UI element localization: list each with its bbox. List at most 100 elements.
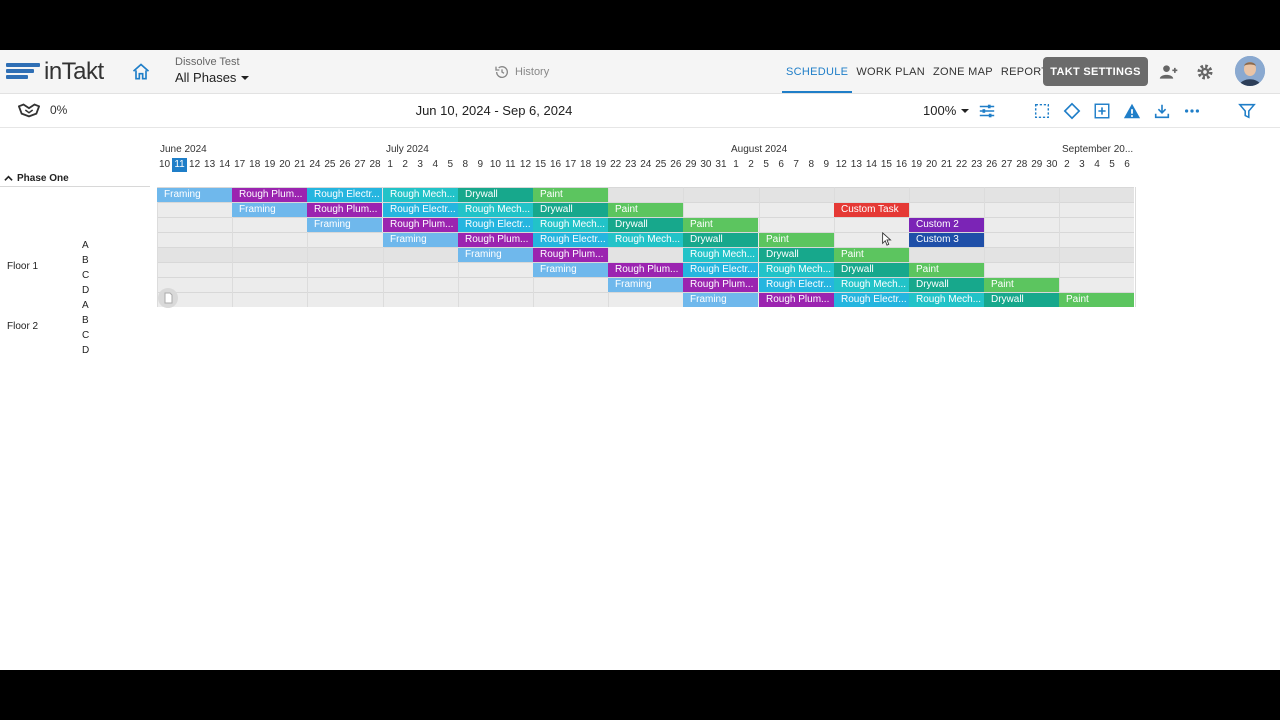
day-label: 2 bbox=[1064, 159, 1070, 170]
history-icon bbox=[495, 66, 508, 78]
schedule-grid[interactable]: Framing Rough Plum... Rough Electr... Rough… bbox=[157, 187, 1136, 307]
task-bar-mechanical[interactable]: Rough Mech... bbox=[533, 217, 608, 232]
task-bar-framing[interactable]: Framing bbox=[608, 277, 683, 292]
grid-week-line bbox=[533, 187, 534, 307]
task-bar-drywall[interactable]: Drywall bbox=[533, 202, 608, 217]
day-label: 4 bbox=[1094, 159, 1100, 170]
task-bar-mechanical[interactable]: Rough Mech... bbox=[458, 202, 533, 217]
task-bar-framing[interactable]: Framing bbox=[383, 232, 458, 247]
add-user-icon[interactable] bbox=[1159, 62, 1179, 82]
task-bar-framing[interactable]: Framing bbox=[157, 187, 232, 202]
warning-icon[interactable] bbox=[1123, 102, 1141, 120]
task-bar-framing[interactable]: Framing bbox=[232, 202, 307, 217]
task-bar-drywall[interactable]: Drywall bbox=[909, 277, 984, 292]
task-bar-drywall[interactable]: Drywall bbox=[834, 262, 909, 277]
task-bar-framing[interactable]: Framing bbox=[307, 217, 382, 232]
day-label: 27 bbox=[1001, 159, 1013, 170]
tab-work-plan[interactable]: WORK PLAN bbox=[856, 66, 926, 78]
task-bar-plumbing[interactable]: Rough Plum... bbox=[759, 292, 834, 307]
day-label: 15 bbox=[880, 159, 892, 170]
tab-reports[interactable]: REPORTS bbox=[1000, 66, 1056, 78]
task-bar-plumbing[interactable]: Rough Plum... bbox=[458, 232, 533, 247]
task-bar-drywall[interactable]: Drywall bbox=[458, 187, 533, 202]
intakt-logo[interactable]: inTakt bbox=[6, 58, 104, 86]
floor-2-label[interactable]: Floor 2 bbox=[7, 321, 39, 332]
tab-schedule[interactable]: SCHEDULE bbox=[782, 50, 853, 93]
task-bar-paint[interactable]: Paint bbox=[834, 247, 909, 262]
task-bar-paint[interactable]: Paint bbox=[1059, 292, 1134, 307]
task-bar-plumbing[interactable]: Rough Plum... bbox=[683, 277, 758, 292]
filter-icon[interactable] bbox=[1238, 102, 1256, 120]
task-bar-custom-task[interactable]: Custom Task bbox=[834, 202, 909, 217]
phase-dropdown[interactable]: All Phases bbox=[175, 70, 250, 85]
task-bar-plumbing[interactable]: Rough Plum... bbox=[608, 262, 683, 277]
task-bar-plumbing[interactable]: Rough Plum... bbox=[533, 247, 608, 262]
task-bar-electrical[interactable]: Rough Electr... bbox=[458, 217, 533, 232]
task-bar-custom-2[interactable]: Custom 2 bbox=[909, 217, 984, 232]
day-label: 22 bbox=[956, 159, 968, 170]
task-bar-drywall[interactable]: Drywall bbox=[984, 292, 1059, 307]
date-range[interactable]: Jun 10, 2024 - Sep 6, 2024 bbox=[415, 103, 573, 118]
day-label: 10 bbox=[489, 159, 501, 170]
task-bar-electrical[interactable]: Rough Electr... bbox=[307, 187, 382, 202]
day-label: 30 bbox=[700, 159, 712, 170]
floor-1-label[interactable]: Floor 1 bbox=[7, 261, 39, 272]
task-bar-plumbing[interactable]: Rough Plum... bbox=[232, 187, 307, 202]
task-bar-mechanical[interactable]: Rough Mech... bbox=[909, 292, 984, 307]
task-bar-electrical[interactable]: Rough Electr... bbox=[383, 202, 458, 217]
grid-week-line bbox=[1135, 187, 1136, 307]
task-bar-paint[interactable]: Paint bbox=[608, 202, 683, 217]
history-button[interactable]: History bbox=[494, 64, 549, 80]
task-bar-custom-3[interactable]: Custom 3 bbox=[909, 232, 984, 247]
task-bar-paint[interactable]: Paint bbox=[759, 232, 834, 247]
task-bar-mechanical[interactable]: Rough Mech... bbox=[683, 247, 758, 262]
home-icon[interactable] bbox=[131, 62, 151, 82]
task-bar-electrical[interactable]: Rough Electr... bbox=[683, 262, 758, 277]
grid-row-line bbox=[157, 247, 1134, 248]
document-icon[interactable] bbox=[158, 288, 178, 308]
zoom-dropdown[interactable]: 100% bbox=[923, 103, 970, 118]
task-bar-mechanical[interactable]: Rough Mech... bbox=[759, 262, 834, 277]
task-bar-framing[interactable]: Framing bbox=[533, 262, 608, 277]
grid-week-line bbox=[909, 187, 910, 307]
task-bar-electrical[interactable]: Rough Electr... bbox=[759, 277, 834, 292]
day-label: 20 bbox=[279, 159, 291, 170]
day-label: 21 bbox=[941, 159, 953, 170]
day-label: 2 bbox=[748, 159, 754, 170]
more-options-icon[interactable] bbox=[1183, 102, 1201, 120]
task-bar-mechanical[interactable]: Rough Mech... bbox=[383, 187, 458, 202]
day-label: 28 bbox=[369, 159, 381, 170]
task-bar-drywall[interactable]: Drywall bbox=[759, 247, 834, 262]
day-label: 20 bbox=[925, 159, 938, 170]
task-bar-plumbing[interactable]: Rough Plum... bbox=[307, 202, 382, 217]
task-bar-paint[interactable]: Paint bbox=[984, 277, 1059, 292]
task-bar-electrical[interactable]: Rough Electr... bbox=[834, 292, 909, 307]
task-bar-drywall[interactable]: Drywall bbox=[608, 217, 683, 232]
task-bar-paint[interactable]: Paint bbox=[533, 187, 608, 202]
phase-toggle[interactable]: Phase One bbox=[4, 171, 69, 186]
task-bar-drywall[interactable]: Drywall bbox=[683, 232, 758, 247]
milestone-diamond-icon[interactable] bbox=[1063, 102, 1081, 120]
task-bar-mechanical[interactable]: Rough Mech... bbox=[608, 232, 683, 247]
zone-label: A bbox=[82, 300, 89, 311]
location-panel: Phase One Floor 1 Floor 2 A B C D A B C … bbox=[0, 171, 150, 356]
day-label: 15 bbox=[534, 159, 547, 170]
takt-settings-button[interactable]: TAKT SETTINGS bbox=[1043, 57, 1148, 86]
day-label: 22 bbox=[610, 159, 622, 170]
select-area-icon[interactable] bbox=[1033, 102, 1051, 120]
gear-icon[interactable] bbox=[1195, 62, 1215, 82]
sliders-icon[interactable] bbox=[978, 102, 996, 120]
download-icon[interactable] bbox=[1153, 102, 1171, 120]
tab-zone-map[interactable]: ZONE MAP bbox=[933, 66, 993, 78]
task-bar-paint[interactable]: Paint bbox=[683, 217, 758, 232]
task-bar-paint[interactable]: Paint bbox=[909, 262, 984, 277]
task-bar-mechanical[interactable]: Rough Mech... bbox=[834, 277, 909, 292]
add-box-icon[interactable] bbox=[1093, 102, 1111, 120]
day-label: 11 bbox=[505, 159, 516, 170]
task-bar-framing[interactable]: Framing bbox=[458, 247, 533, 262]
project-selector[interactable]: Dissolve Test All Phases bbox=[175, 56, 250, 85]
user-avatar[interactable] bbox=[1235, 56, 1265, 86]
task-bar-framing[interactable]: Framing bbox=[683, 292, 758, 307]
task-bar-electrical[interactable]: Rough Electr... bbox=[533, 232, 608, 247]
task-bar-plumbing[interactable]: Rough Plum... bbox=[383, 217, 458, 232]
